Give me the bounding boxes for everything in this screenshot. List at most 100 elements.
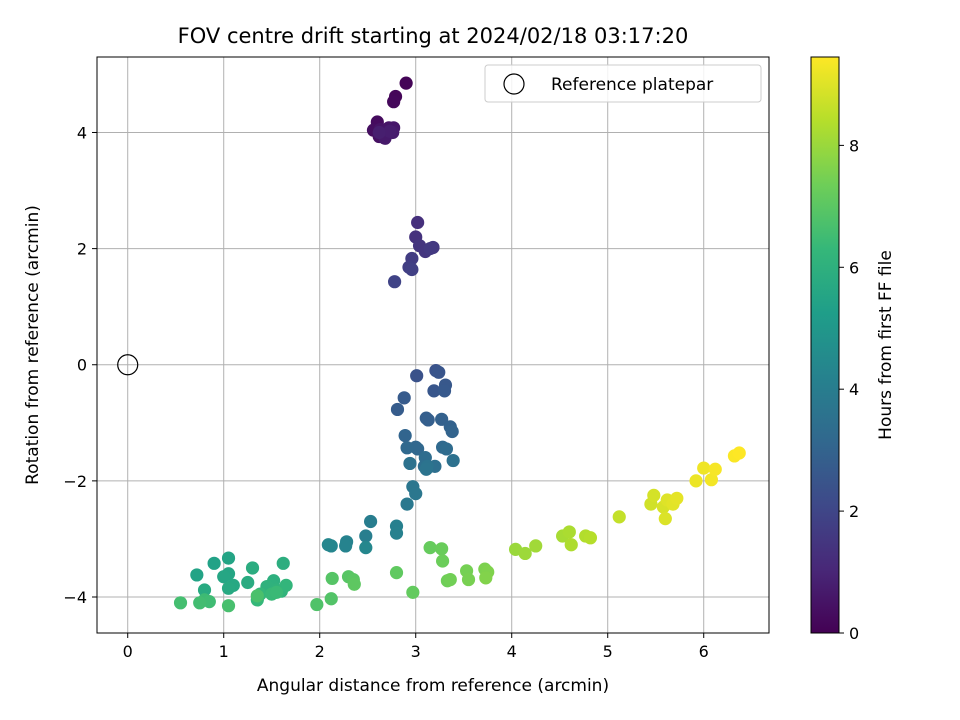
data-point <box>400 497 414 511</box>
data-point <box>359 529 373 543</box>
plot-frame <box>96 56 770 634</box>
data-point <box>518 546 532 561</box>
data-point <box>221 581 236 595</box>
data-point <box>359 541 373 555</box>
data-point <box>197 583 212 597</box>
data-point <box>221 599 236 613</box>
legend-marker-open-circle <box>503 73 525 95</box>
data-point <box>529 539 543 553</box>
data-point <box>436 554 450 568</box>
data-point <box>437 384 452 398</box>
legend-label: Reference platepar <box>551 75 713 95</box>
data-point <box>310 597 324 612</box>
data-point <box>173 596 188 610</box>
data-point <box>461 572 476 587</box>
x-tick-label: 4 <box>507 642 517 661</box>
chart-title: FOV centre drift starting at 2024/02/18 … <box>178 24 689 48</box>
data-point <box>670 491 684 505</box>
colorbar: 0 2 4 6 8 Hours from first FF file <box>810 56 896 643</box>
data-point <box>388 275 402 289</box>
data-point <box>697 461 711 475</box>
data-point <box>202 595 216 609</box>
data-point <box>410 369 424 383</box>
data-point <box>207 556 221 570</box>
colorbar-gradient <box>811 57 839 633</box>
legend: Reference platepar <box>484 64 762 103</box>
data-point <box>389 566 404 580</box>
x-tick-label: 3 <box>411 642 421 661</box>
data-point <box>250 589 264 603</box>
data-point <box>411 215 425 230</box>
data-point <box>446 453 460 468</box>
y-tick-label: 4 <box>77 123 87 142</box>
data-point <box>479 571 493 585</box>
data-point <box>324 592 338 606</box>
x-tick-label: 2 <box>315 642 325 661</box>
y-tick-label: 2 <box>77 240 87 259</box>
data-point <box>405 262 419 277</box>
data-point <box>245 561 260 575</box>
data-point <box>409 487 423 501</box>
data-point <box>647 488 661 502</box>
colorbar-tick-label: 8 <box>849 136 859 155</box>
data-point <box>347 577 361 591</box>
data-point <box>398 428 412 443</box>
data-point <box>708 462 722 476</box>
data-point <box>193 596 207 610</box>
x-tick-label: 0 <box>123 642 133 661</box>
data-point <box>397 391 411 405</box>
x-tick-label: 1 <box>219 642 229 661</box>
data-point <box>400 441 414 455</box>
y-tick-label: −2 <box>63 472 87 491</box>
colorbar-tick-label: 4 <box>849 380 859 399</box>
data-point <box>406 585 420 599</box>
grid <box>97 57 769 633</box>
x-axis-title: Angular distance from reference (arcmin) <box>257 676 609 696</box>
data-point <box>419 462 433 476</box>
data-point <box>276 556 290 570</box>
data-point <box>387 95 401 109</box>
data-point <box>432 365 446 379</box>
y-tick-label: −4 <box>63 588 87 607</box>
data-points <box>117 76 746 613</box>
data-point <box>399 76 413 90</box>
data-point <box>612 510 626 524</box>
data-point <box>389 526 404 540</box>
data-point <box>421 413 435 427</box>
data-point <box>221 551 236 565</box>
data-point <box>279 578 293 592</box>
y-axis-title: Rotation from reference (arcmin) <box>23 205 43 485</box>
data-point <box>372 125 386 140</box>
data-point <box>411 442 425 456</box>
colorbar-ticks: 0 2 4 6 8 <box>839 136 859 643</box>
data-point <box>269 585 284 599</box>
data-point <box>321 538 335 552</box>
data-point <box>423 541 437 555</box>
data-point <box>732 446 746 460</box>
data-point <box>443 572 457 587</box>
y-tick-label: 0 <box>77 356 87 375</box>
data-point <box>241 575 255 590</box>
data-point <box>445 424 459 439</box>
data-point <box>390 402 405 417</box>
data-point <box>383 124 397 138</box>
data-point <box>435 542 449 556</box>
data-point <box>423 242 437 256</box>
data-point <box>427 384 441 398</box>
data-point <box>339 539 353 553</box>
data-point <box>217 570 231 584</box>
data-point <box>583 531 598 545</box>
legend-box <box>484 64 762 103</box>
x-tick-label: 6 <box>699 642 709 661</box>
data-point <box>403 456 417 471</box>
data-point <box>439 442 454 456</box>
data-point <box>325 571 339 586</box>
colorbar-tick-label: 0 <box>849 624 859 643</box>
colorbar-tick-label: 2 <box>849 502 859 521</box>
colorbar-frame <box>810 56 840 634</box>
data-point <box>689 474 703 488</box>
colorbar-tick-label: 6 <box>849 258 859 277</box>
data-point <box>435 412 449 426</box>
reference-platepar-marker <box>117 354 139 376</box>
